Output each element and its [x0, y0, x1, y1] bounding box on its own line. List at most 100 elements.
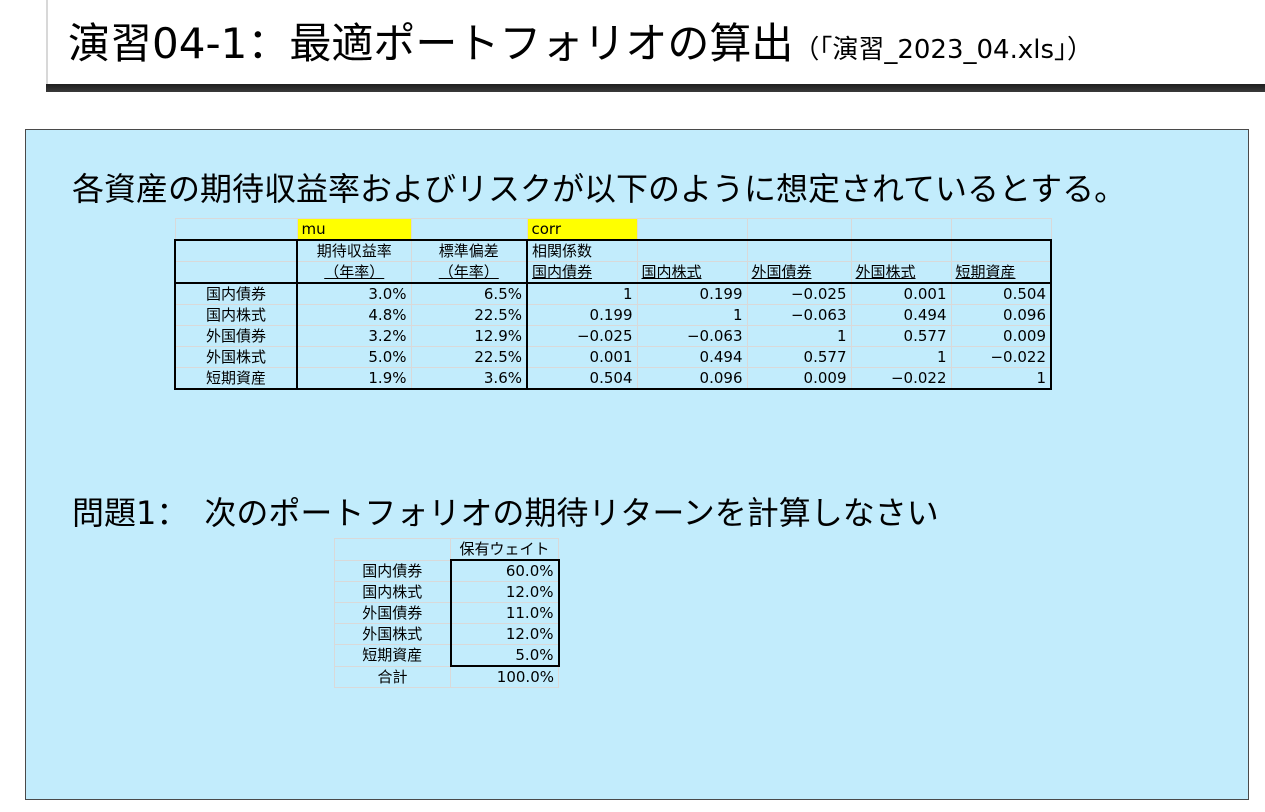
row-corr-value[interactable]: −0.022: [950, 346, 1052, 368]
weight-value[interactable]: 12.0%: [449, 623, 560, 645]
header-corr-col-0[interactable]: 国内債券: [526, 261, 638, 284]
weight-asset-name[interactable]: 短期資産: [334, 644, 451, 667]
header-corr-col-text: 外国株式: [855, 263, 916, 281]
table-header-row-1: 期待収益率 標準偏差 相関係数: [174, 239, 1052, 262]
row-corr-value[interactable]: 1: [850, 346, 952, 368]
table-row: 外国株式 5.0% 22.5% 0.001 0.494 0.577 1 −0.022: [174, 346, 1052, 368]
row-sd-value[interactable]: 22.5%: [410, 304, 528, 326]
intro-text: 各資産の期待収益率およびリスクが以下のように想定されているとする。: [72, 170, 1127, 208]
header-corr-col-text: 外国債券: [751, 263, 812, 281]
row-corr-value[interactable]: −0.025: [746, 282, 852, 305]
row-corr-value[interactable]: 1: [746, 325, 852, 347]
row-corr-value[interactable]: 0.199: [526, 304, 638, 326]
header-exp-return[interactable]: 期待収益率: [296, 239, 412, 262]
header-stdev[interactable]: 標準偏差: [410, 239, 528, 262]
page-title-main: 演習04-1：最適ポートフォリオの算出: [68, 19, 794, 68]
weight-asset-name[interactable]: 外国株式: [334, 623, 451, 645]
header-stdev-annual-text: （年率）: [438, 263, 499, 281]
row-corr-value[interactable]: 0.096: [950, 304, 1052, 326]
row-sd-value[interactable]: 6.5%: [410, 282, 528, 305]
weight-value[interactable]: 12.0%: [449, 581, 560, 603]
row-corr-value[interactable]: 0.096: [636, 367, 748, 390]
weight-header[interactable]: 保有ウェイト: [450, 538, 559, 561]
row-asset-name[interactable]: 外国株式: [174, 346, 298, 368]
row-asset-name[interactable]: 短期資産: [174, 367, 298, 390]
cell-empty[interactable]: [746, 239, 852, 262]
weight-row: 外国債券 11.0%: [334, 602, 560, 624]
weight-value[interactable]: 60.0%: [449, 559, 560, 582]
row-corr-value[interactable]: −0.025: [526, 325, 638, 347]
cell-empty[interactable]: [410, 218, 528, 241]
row-mu-value[interactable]: 5.0%: [296, 346, 412, 368]
cell-empty[interactable]: [174, 218, 298, 241]
cell-empty[interactable]: [950, 218, 1052, 241]
header-corr-col-1[interactable]: 国内株式: [636, 261, 748, 284]
row-mu-value[interactable]: 4.8%: [296, 304, 412, 326]
row-asset-name[interactable]: 国内債券: [174, 282, 298, 305]
cell-empty[interactable]: [950, 239, 1052, 262]
row-asset-name[interactable]: 外国債券: [174, 325, 298, 347]
weight-value[interactable]: 5.0%: [449, 644, 560, 667]
header-corr-col-3[interactable]: 外国株式: [850, 261, 952, 284]
cell-empty[interactable]: [746, 218, 852, 241]
row-corr-value[interactable]: 0.001: [850, 282, 952, 305]
row-corr-value[interactable]: 0.577: [850, 325, 952, 347]
header-corr-col-2[interactable]: 外国債券: [746, 261, 852, 284]
weight-row: 国内株式 12.0%: [334, 581, 560, 603]
cell-empty[interactable]: [174, 261, 298, 284]
table-row: 短期資産 1.9% 3.6% 0.504 0.096 0.009 −0.022 1: [174, 367, 1052, 390]
row-corr-value[interactable]: 1: [950, 367, 1052, 390]
weight-table: 保有ウェイト 国内債券 60.0% 国内株式 12.0% 外国債券 11.0% 外国株式 12…: [334, 538, 560, 688]
row-corr-value[interactable]: 0.494: [636, 346, 748, 368]
row-sd-value[interactable]: 3.6%: [410, 367, 528, 390]
table-row: 外国債券 3.2% 12.9% −0.025 −0.063 1 0.577 0.009: [174, 325, 1052, 347]
weight-rows: 国内債券 60.0% 国内株式 12.0% 外国債券 11.0% 外国株式 12.0% 短期資産…: [334, 559, 560, 667]
header-exp-return-annual[interactable]: （年率）: [296, 261, 412, 284]
header-corr-col-4[interactable]: 短期資産: [950, 261, 1052, 284]
weight-asset-name[interactable]: 外国債券: [334, 602, 451, 624]
row-sd-value[interactable]: 22.5%: [410, 346, 528, 368]
asset-rows: 国内債券 3.0% 6.5% 1 0.199 −0.025 0.001 0.504 国内株式 4.…: [174, 282, 1052, 390]
name-tag-mu[interactable]: mu: [296, 218, 412, 241]
weight-total-value[interactable]: 100.0%: [450, 665, 559, 688]
weight-total-row: 合計 100.0%: [334, 665, 559, 688]
weight-row: 短期資産 5.0%: [334, 644, 560, 667]
cell-empty[interactable]: [636, 218, 748, 241]
title-underline: [46, 84, 1265, 92]
header-corr[interactable]: 相関係数: [526, 239, 638, 262]
row-corr-value[interactable]: 0.504: [950, 282, 1052, 305]
cell-empty[interactable]: [334, 538, 451, 561]
weight-asset-name[interactable]: 国内株式: [334, 581, 451, 603]
row-mu-value[interactable]: 1.9%: [296, 367, 412, 390]
weight-asset-name[interactable]: 国内債券: [334, 559, 451, 582]
row-corr-value[interactable]: 0.494: [850, 304, 952, 326]
weight-row: 外国株式 12.0%: [334, 623, 560, 645]
row-corr-value[interactable]: 1: [636, 304, 748, 326]
cell-empty[interactable]: [850, 239, 952, 262]
cell-empty[interactable]: [174, 239, 298, 262]
row-corr-value[interactable]: −0.063: [636, 325, 748, 347]
weight-total-label[interactable]: 合計: [334, 665, 451, 688]
row-mu-value[interactable]: 3.0%: [296, 282, 412, 305]
row-corr-value[interactable]: 0.009: [746, 367, 852, 390]
title-bar: 演習04-1：最適ポートフォリオの算出（「演習_2023_04.xls」）: [46, 0, 1265, 88]
name-tag-corr[interactable]: corr: [526, 218, 638, 241]
header-stdev-annual[interactable]: （年率）: [410, 261, 528, 284]
row-corr-value[interactable]: 0.199: [636, 282, 748, 305]
cell-empty[interactable]: [850, 218, 952, 241]
cell-empty[interactable]: [636, 239, 748, 262]
row-corr-value[interactable]: 0.009: [950, 325, 1052, 347]
weight-header-row: 保有ウェイト: [334, 538, 559, 561]
row-corr-value[interactable]: 0.001: [526, 346, 638, 368]
weight-value[interactable]: 11.0%: [449, 602, 560, 624]
row-corr-value[interactable]: 0.577: [746, 346, 852, 368]
row-corr-value[interactable]: −0.063: [746, 304, 852, 326]
header-corr-col-text: 国内株式: [641, 263, 702, 281]
row-asset-name[interactable]: 国内株式: [174, 304, 298, 326]
row-corr-value[interactable]: 0.504: [526, 367, 638, 390]
row-mu-value[interactable]: 3.2%: [296, 325, 412, 347]
row-sd-value[interactable]: 12.9%: [410, 325, 528, 347]
table-row: 国内債券 3.0% 6.5% 1 0.199 −0.025 0.001 0.504: [174, 282, 1052, 305]
row-corr-value[interactable]: 1: [526, 282, 638, 305]
row-corr-value[interactable]: −0.022: [850, 367, 952, 390]
